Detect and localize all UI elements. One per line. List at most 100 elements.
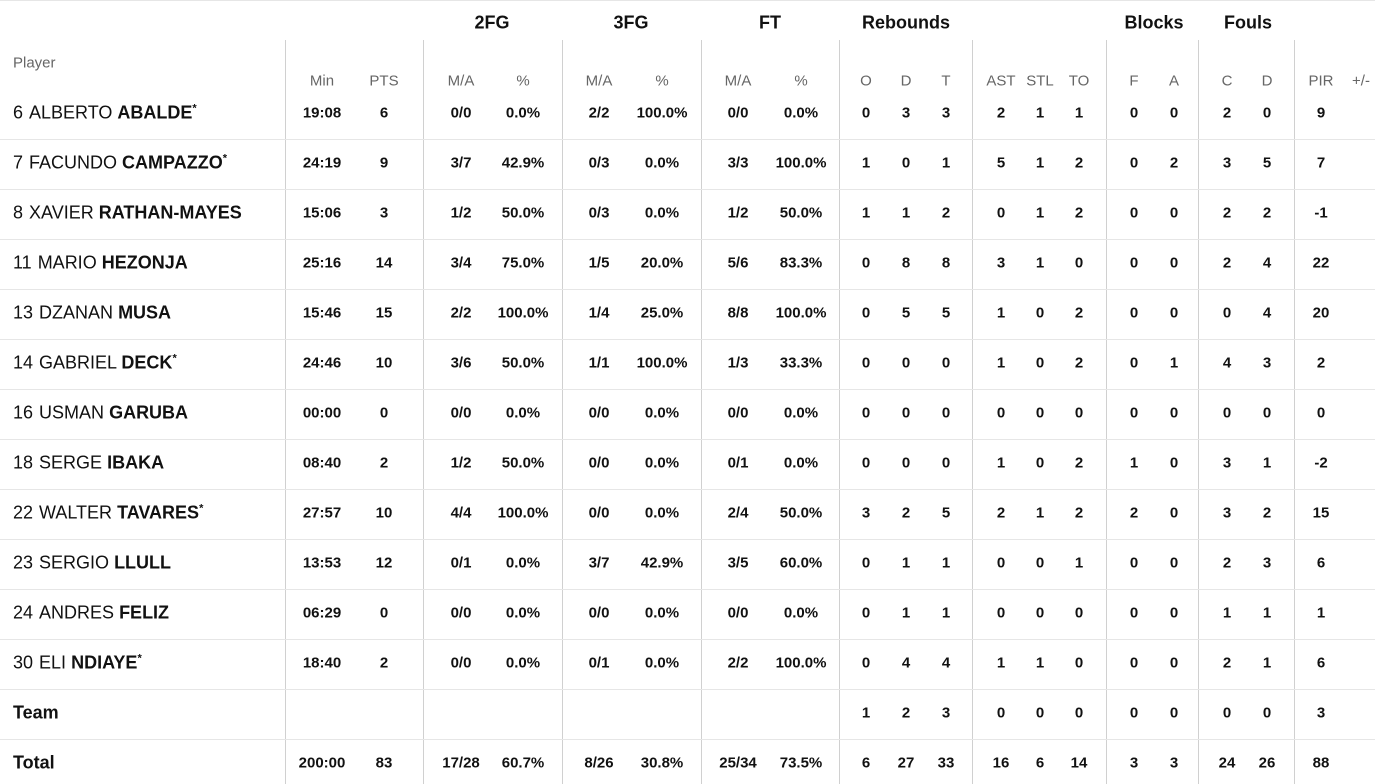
stat-cell: 75.0% (501, 254, 545, 272)
stat-cell: 0/0 (588, 604, 610, 622)
stat-cell: 0.0% (644, 654, 680, 672)
row-separator (0, 539, 1375, 540)
stat-cell: 50.0% (501, 354, 545, 372)
stat-cell: 2/2 (727, 654, 749, 672)
stat-cell: 2 (379, 454, 389, 472)
stat-cell: 0 (1035, 404, 1045, 422)
stat-cell: 1 (901, 554, 911, 572)
stat-cell: 1 (1129, 454, 1139, 472)
stat-cell: 0 (1035, 554, 1045, 572)
stat-cell: 1 (941, 604, 951, 622)
stat-cell: 2 (901, 704, 911, 722)
stat-cell: 33 (937, 754, 955, 772)
stat-cell: 1 (861, 704, 871, 722)
row-separator (0, 339, 1375, 340)
stat-cell: 0/1 (450, 554, 472, 572)
stat-cell: 0 (996, 404, 1006, 422)
stat-cell: 0 (1074, 254, 1084, 272)
stat-cell: 3 (1222, 454, 1232, 472)
stat-cell: 1 (996, 654, 1006, 672)
stat-cell: 3 (941, 704, 951, 722)
group-header: 3FG (613, 12, 649, 33)
stat-cell: 5 (1262, 154, 1272, 172)
stat-cell: 27 (897, 754, 915, 772)
stat-cell: 0 (1074, 404, 1084, 422)
row-separator (0, 639, 1375, 640)
starter-mark: * (172, 352, 177, 365)
player-number: 11 (13, 252, 32, 273)
stat-cell: 0.0% (505, 604, 541, 622)
stat-cell: 0.0% (783, 104, 819, 122)
stat-cell: 24:19 (302, 154, 342, 172)
stat-cell: 0 (901, 404, 911, 422)
stat-cell: 3 (1169, 754, 1179, 772)
stat-cell: 0/1 (588, 654, 610, 672)
stat-cell: 14 (375, 254, 393, 272)
stat-cell: 0 (1169, 454, 1179, 472)
stat-cell: 5 (941, 504, 951, 522)
stat-cell: 1 (1262, 604, 1272, 622)
stat-cell: 13:53 (302, 554, 342, 572)
stat-cell: 0 (1262, 104, 1272, 122)
last-name: DECK (121, 352, 173, 373)
stat-cell: 1/3 (727, 354, 749, 372)
last-name: ABALDE (117, 102, 193, 123)
column-divider (562, 40, 563, 784)
stat-cell: 15 (1312, 504, 1330, 522)
stat-cell: 0 (1035, 604, 1045, 622)
stat-cell: 1/2 (450, 204, 472, 222)
player-name: 8 XAVIER RATHAN-MAYES (13, 203, 242, 224)
stat-cell: 0 (1129, 254, 1139, 272)
stat-cell: 0 (941, 454, 951, 472)
stat-cell: 0 (1222, 404, 1232, 422)
row-separator (0, 439, 1375, 440)
player-name: 11 MARIO HEZONJA (13, 253, 188, 274)
stat-cell: 3 (996, 254, 1006, 272)
column-header: M/A (447, 72, 475, 90)
group-header: 2FG (474, 12, 510, 33)
stat-cell: 25/34 (719, 754, 757, 772)
stat-cell: 1/2 (450, 454, 472, 472)
stat-cell: 24 (1218, 754, 1236, 772)
player-number: 7 (13, 152, 24, 173)
player-name: 30 ELI NDIAYE* (13, 653, 142, 674)
stat-cell: 14 (1070, 754, 1088, 772)
stat-cell: 15:06 (302, 204, 342, 222)
first-name: ELI (39, 652, 67, 673)
stat-cell: 2/2 (450, 304, 472, 322)
stat-cell: 0 (1169, 654, 1179, 672)
stat-cell: 4 (1262, 254, 1272, 272)
stat-cell: 3/7 (450, 154, 472, 172)
stat-cell: 200:00 (298, 754, 346, 772)
group-header: Fouls (1224, 12, 1272, 33)
stat-cell: 9 (1316, 104, 1326, 122)
stat-cell: 0 (861, 304, 871, 322)
stat-cell: 5 (901, 304, 911, 322)
stat-cell: 33.3% (779, 354, 823, 372)
first-name: ANDRES (39, 602, 115, 623)
last-name: HEZONJA (101, 252, 188, 273)
stat-cell: 3 (1262, 354, 1272, 372)
stat-cell: 0 (941, 404, 951, 422)
row-separator (0, 289, 1375, 290)
stat-cell: 5 (941, 304, 951, 322)
column-header: A (1168, 72, 1180, 90)
stat-cell: 1 (1316, 604, 1326, 622)
stat-cell: 16 (992, 754, 1010, 772)
stat-cell: 0.0% (644, 454, 680, 472)
stat-cell: 2 (1262, 204, 1272, 222)
stat-cell: 18:40 (302, 654, 342, 672)
stat-cell: 6 (379, 104, 389, 122)
stat-cell: 0.0% (644, 204, 680, 222)
stat-cell: 50.0% (501, 204, 545, 222)
stat-cell: 0/0 (727, 104, 749, 122)
column-header: PTS (369, 72, 399, 90)
stat-cell: 24:46 (302, 354, 342, 372)
stat-cell: 22 (1312, 254, 1330, 272)
stat-cell: 2/4 (727, 504, 749, 522)
player-name: 24 ANDRES FELIZ (13, 603, 169, 624)
stat-cell: 2 (1316, 354, 1326, 372)
stat-cell: 8 (941, 254, 951, 272)
stat-cell: 9 (379, 154, 389, 172)
stat-cell: 1 (996, 454, 1006, 472)
